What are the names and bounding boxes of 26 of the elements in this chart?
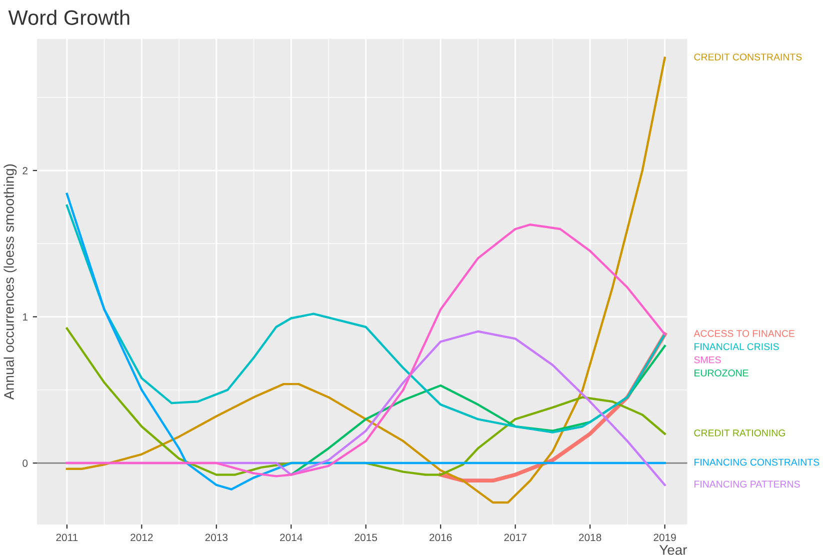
x-tick-label: 2019 bbox=[654, 534, 676, 542]
text: CREDIT CONSTRAINTS bbox=[694, 54, 802, 60]
text: EUROZONE bbox=[694, 370, 748, 376]
line-series bbox=[66, 204, 666, 434]
x-axis-title: Year bbox=[659, 545, 687, 555]
x-tick-label: 2011 bbox=[56, 534, 78, 542]
y-tick-label: 2 bbox=[22, 166, 28, 174]
text: SMES bbox=[694, 356, 721, 364]
y-tick-label: 0 bbox=[22, 460, 28, 467]
y-axis-title: Annual occurrences (loess smoothing) bbox=[4, 164, 17, 400]
text: ACCESS TO FINANCE bbox=[694, 330, 795, 337]
y-tick-label: 1 bbox=[23, 313, 28, 321]
x-tick-label: 2012 bbox=[130, 534, 153, 542]
x-tick-label: 2016 bbox=[430, 534, 452, 542]
chart-title: Word Growth bbox=[8, 10, 130, 26]
line-series bbox=[290, 344, 666, 476]
x-tick-label: 2013 bbox=[205, 534, 228, 542]
x-tick-label: 2014 bbox=[280, 534, 302, 542]
line-series bbox=[66, 56, 666, 504]
text: FINANCIAL CRISIS bbox=[694, 343, 779, 350]
text: FINANCING PATTERNS bbox=[694, 480, 800, 488]
text: CREDIT RATIONING bbox=[694, 430, 785, 436]
text: FINANCING CONSTRAINTS bbox=[694, 458, 820, 466]
x-tick-label: 2015 bbox=[354, 534, 378, 542]
x-tick-label: 2018 bbox=[578, 534, 602, 542]
x-tick-label: 2017 bbox=[504, 534, 526, 542]
